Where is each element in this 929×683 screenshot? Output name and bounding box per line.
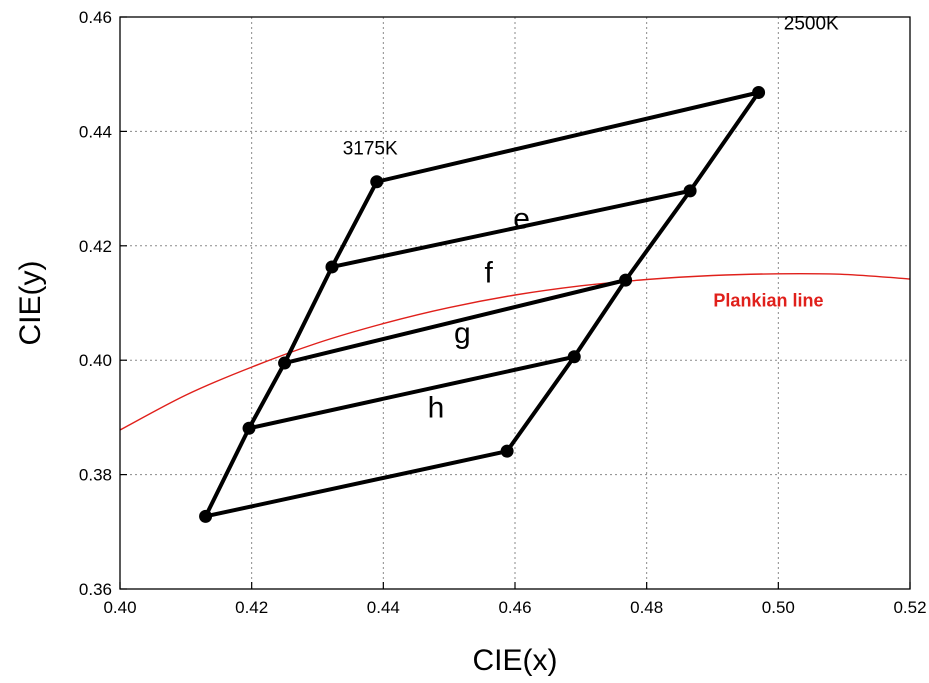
boundary-line [374, 90, 761, 184]
y-axis-title: CIE(y) [14, 261, 47, 346]
y-tick-label: 0.36 [79, 580, 112, 599]
boundary-line [282, 278, 628, 366]
grid [120, 17, 910, 589]
data-point [199, 509, 213, 523]
data-point [567, 350, 581, 364]
y-tick-label: 0.40 [79, 351, 112, 370]
x-tick-label: 0.40 [103, 598, 136, 617]
region-label-e: e [513, 203, 530, 236]
y-tick-label: 0.46 [79, 8, 112, 27]
boundary-line [203, 426, 252, 519]
region-label-f: f [484, 256, 493, 289]
boundary-lines [203, 90, 761, 519]
y-tick-label: 0.44 [79, 122, 112, 141]
x-tick-label: 0.50 [762, 598, 795, 617]
data-point [619, 273, 633, 287]
boundary-line [505, 354, 577, 454]
plankian-line-label: Plankian line [713, 290, 823, 310]
x-axis-title: CIE(x) [473, 644, 558, 677]
temperature-label: 3175K [343, 138, 398, 159]
boundary-line [688, 90, 761, 193]
boundary-line [247, 354, 577, 431]
x-tick-label: 0.48 [630, 598, 663, 617]
boundary-line [282, 264, 334, 366]
region-label-g: g [454, 317, 471, 350]
data-point [752, 86, 766, 100]
boundary-line [572, 278, 628, 359]
plankian-line [119, 272, 911, 431]
plankian-curve-layer [119, 272, 911, 431]
x-tick-label: 0.42 [235, 598, 268, 617]
boundary-line [203, 449, 510, 519]
data-point [370, 175, 384, 189]
annotations: efg h 3175K 2500K Plankian line [343, 14, 839, 425]
x-tick-label: 0.44 [367, 598, 400, 617]
y-tick-label: 0.38 [79, 466, 112, 485]
data-point [242, 421, 256, 435]
boundary-line [623, 188, 693, 283]
temperature-label: 2500K [784, 14, 839, 35]
y-tick-label: 0.42 [79, 237, 112, 256]
data-point [500, 444, 514, 458]
x-tick-label: 0.52 [893, 598, 926, 617]
axis-ticks: 0.40 0.42 0.44 0.46 0.48 0.50 0.52 0.36 0.38 0.40… [79, 8, 927, 617]
boundary-line [329, 179, 379, 269]
boundary-line [247, 361, 287, 431]
boundary-line [329, 188, 693, 269]
x-tick-label: 0.46 [498, 598, 531, 617]
data-point [325, 260, 339, 274]
data-point [683, 184, 697, 198]
data-points [199, 86, 766, 523]
region-label-h: h [428, 391, 445, 424]
data-point [278, 356, 292, 370]
